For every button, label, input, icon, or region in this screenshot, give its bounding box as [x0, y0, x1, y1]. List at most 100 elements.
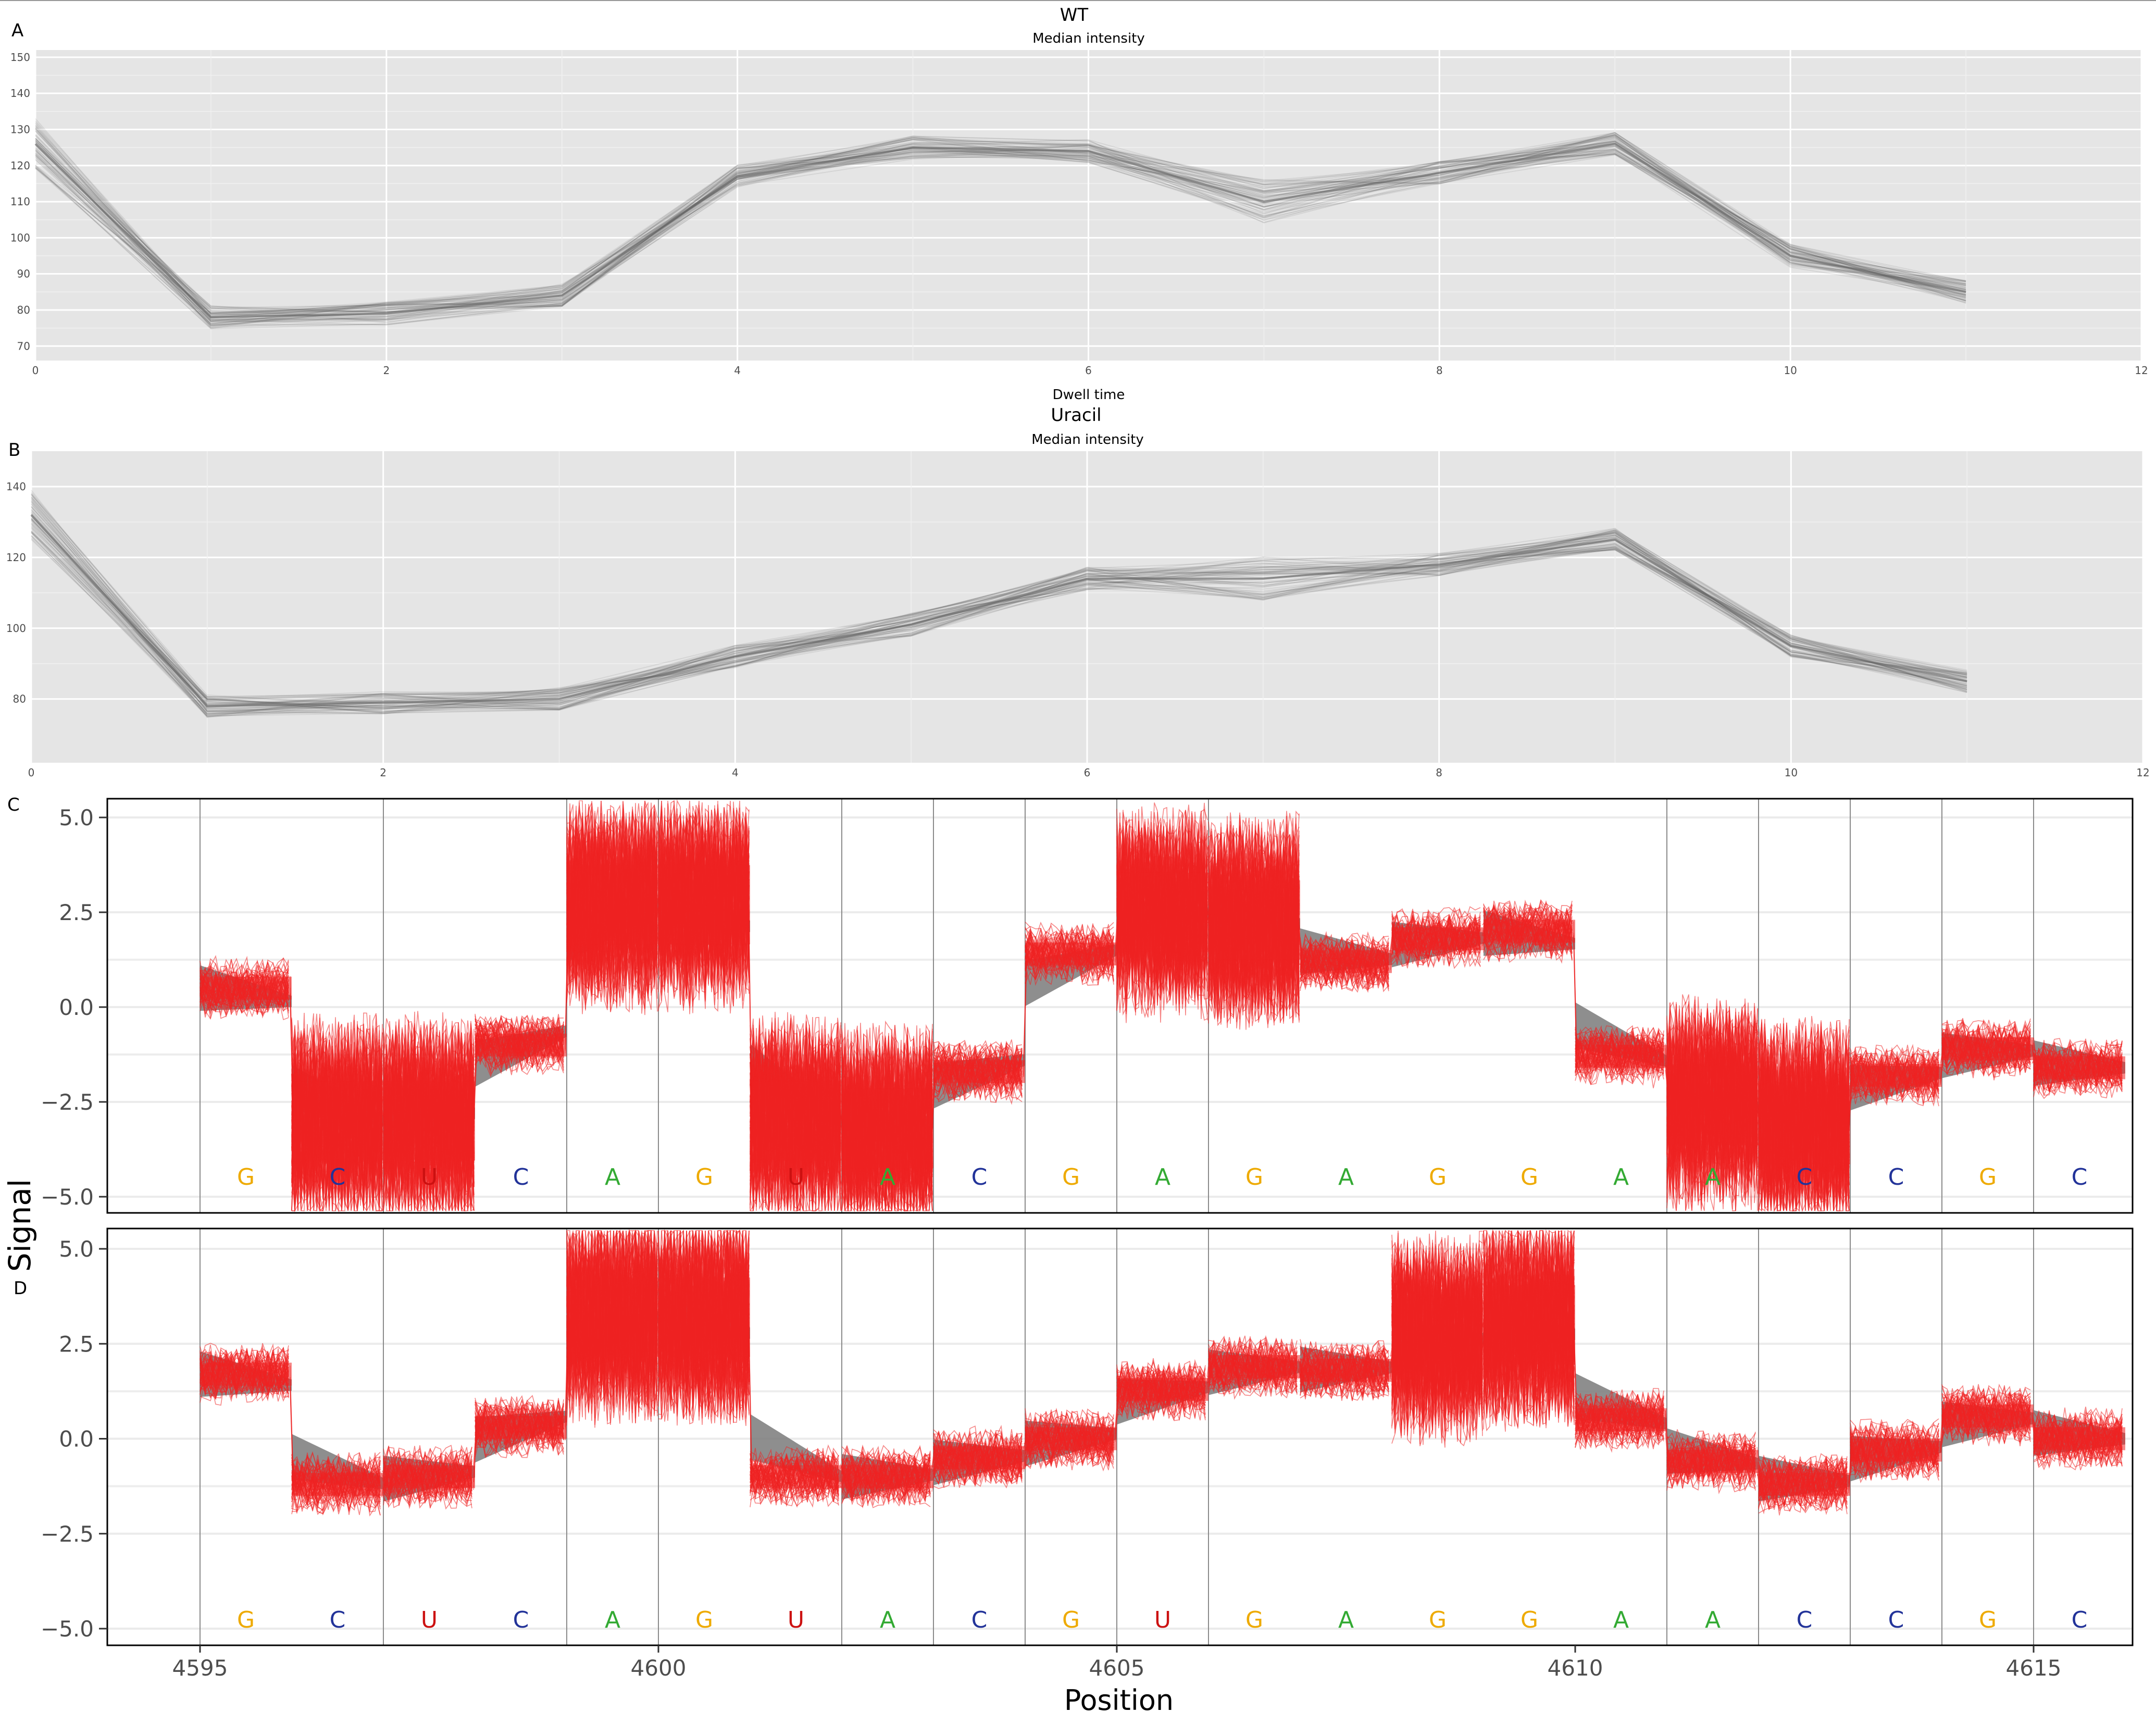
panel-c-read-transition [1573, 940, 1577, 1070]
panel-d-read-transition [1298, 1368, 1302, 1385]
panel-d-read-transition [381, 1478, 385, 1497]
panel-c-base-label: C [2072, 1164, 2088, 1190]
panel-d-read-density [1942, 1404, 2034, 1428]
panel-c-read-transition [1848, 1070, 1852, 1123]
panel-d-read-transition [1115, 1396, 1119, 1430]
panel-c-base-label: A [1155, 1164, 1170, 1190]
panel-c-read-transition [931, 1063, 936, 1136]
panel-a-trace [35, 138, 1966, 325]
panel-c-read-transition [1298, 924, 1302, 966]
panel-d-read-trace [750, 1447, 839, 1488]
panel-d-read-density [1667, 1450, 1759, 1473]
panel-d-read-density [475, 1416, 567, 1439]
panel-d-read-density [383, 1465, 475, 1488]
panel-d-base-label: G [1245, 1607, 1263, 1633]
panel-d-base-label: C [1888, 1607, 1904, 1633]
panel-d-read-transition [1481, 1332, 1486, 1350]
panel-d-read-transition [381, 1471, 385, 1473]
panel-a-trace [35, 128, 1966, 320]
panel-a-trace [35, 140, 1966, 314]
panel-c-read-transition [1206, 922, 1211, 924]
panel-d-read-transition [656, 1309, 660, 1317]
panel-a-y-tick-label: 80 [17, 304, 30, 316]
panel-d-read-density [200, 1362, 292, 1386]
panel-c-read-trace [566, 876, 658, 1014]
panel-d-read-transition [473, 1434, 477, 1490]
panel-a-subtitle: Median intensity [1032, 31, 1145, 46]
panel-d-read-trace [475, 1398, 564, 1437]
panel-b-x-tick-label: 0 [28, 766, 35, 779]
panel-d-read-transition [2032, 1412, 2036, 1452]
panel-a-title: WT [1060, 5, 1089, 26]
panel-a-trace [35, 142, 1966, 325]
panel-c-read-transition [931, 1060, 936, 1135]
panel-d-read-transition [1390, 1341, 1394, 1379]
panel-a-trace [35, 146, 1966, 314]
panel-a-trace [35, 144, 1966, 315]
panel-d-read-transition [1940, 1429, 1944, 1453]
panel-b-x-ticks: 0 2 4 6 8 10 12 [28, 766, 2150, 779]
panel-d-read-transition [2032, 1417, 2036, 1424]
panel-b-trace [31, 492, 1967, 709]
panel-d-read-transition [1756, 1461, 1761, 1487]
panel-d-y-tick-label: 2.5 [59, 1331, 94, 1357]
panel-a-trace [35, 130, 1966, 326]
panel-d-read-transition [1023, 1445, 1027, 1469]
panel-d-read-density [1484, 1285, 1575, 1364]
panel-c-read-transition [1023, 942, 1027, 1075]
panel-c-read-transition [1940, 1045, 1944, 1084]
panel-d-read-transition [1115, 1390, 1119, 1431]
position-axis-label: Position [1064, 1684, 1174, 1712]
panel-c-read-transition [1940, 1052, 1944, 1085]
panel-c-read-transition [1848, 1088, 1852, 1130]
panel-a-trace [35, 139, 1966, 320]
panel-c-read-transition [1481, 934, 1486, 936]
panel-b-trace [31, 496, 1967, 712]
panel-d-read-density [292, 1472, 383, 1496]
panel-d-read-transition [2032, 1419, 2036, 1445]
panel-b-x-tick-label: 4 [732, 766, 739, 779]
panel-a-trace [35, 137, 1966, 319]
panel-d-read-density [1300, 1359, 1392, 1382]
panel-d-base-label: U [1154, 1607, 1171, 1633]
panel-b-trace [31, 510, 1967, 701]
panel-c-read-transition [1756, 1099, 1761, 1131]
panel-a-x-tick-label: 2 [383, 364, 390, 377]
panel-d-read-transition [656, 1308, 660, 1323]
panel-a-trace [35, 139, 1966, 316]
panel-d-base-label: G [1062, 1607, 1080, 1633]
panel-c-read-trace [1850, 1056, 1939, 1099]
panel-d-read-transition [748, 1329, 752, 1477]
panel-c-read-transition [473, 1056, 477, 1133]
panel-c-read-density [1300, 950, 1392, 973]
panel-a-trace [35, 143, 1966, 308]
panel-c-read-transition [1023, 951, 1027, 1077]
panel-d-x-tick-label: 4600 [631, 1655, 687, 1681]
panel-c-read-transition [1481, 938, 1486, 947]
panel-b-trace [31, 501, 1967, 718]
panel-c-read-trace [1575, 1044, 1664, 1085]
panel-c-read-transition [565, 913, 569, 1050]
panel-d-read-transition [931, 1467, 936, 1472]
panel-b-title: Uracil [1051, 405, 1101, 426]
panel-d-read-transition [1940, 1413, 1944, 1451]
panel-b-trace [31, 532, 1967, 715]
panel-c-read-transition [2032, 1040, 2036, 1079]
panel-b-x-tick-label: 8 [1436, 766, 1442, 779]
panel-d-read-trace [1208, 1337, 1298, 1378]
panel-c-read-transition [1115, 915, 1119, 949]
panel-a-x-tick-label: 6 [1085, 364, 1092, 377]
panel-b-trace [31, 504, 1967, 709]
panel-d-read-transition [748, 1312, 752, 1462]
panel-c-read-transition [748, 891, 752, 1110]
panel-c-read-transition [1940, 1062, 1944, 1081]
panel-b: Uracil Median intensity 80 100 120 140 0 2 4 6… [6, 405, 2150, 779]
panel-c-read-transition [473, 1034, 477, 1124]
panel-d-read-transition [748, 1304, 752, 1480]
panel-d-y-tick-label: −2.5 [41, 1521, 94, 1547]
panel-c-read-transition [381, 1123, 385, 1126]
panel-c-read-transition [748, 916, 752, 1109]
panel-c-read-transition [290, 976, 294, 1113]
panel-b-trace [31, 519, 1967, 717]
panel-c-read-density [383, 1081, 475, 1161]
